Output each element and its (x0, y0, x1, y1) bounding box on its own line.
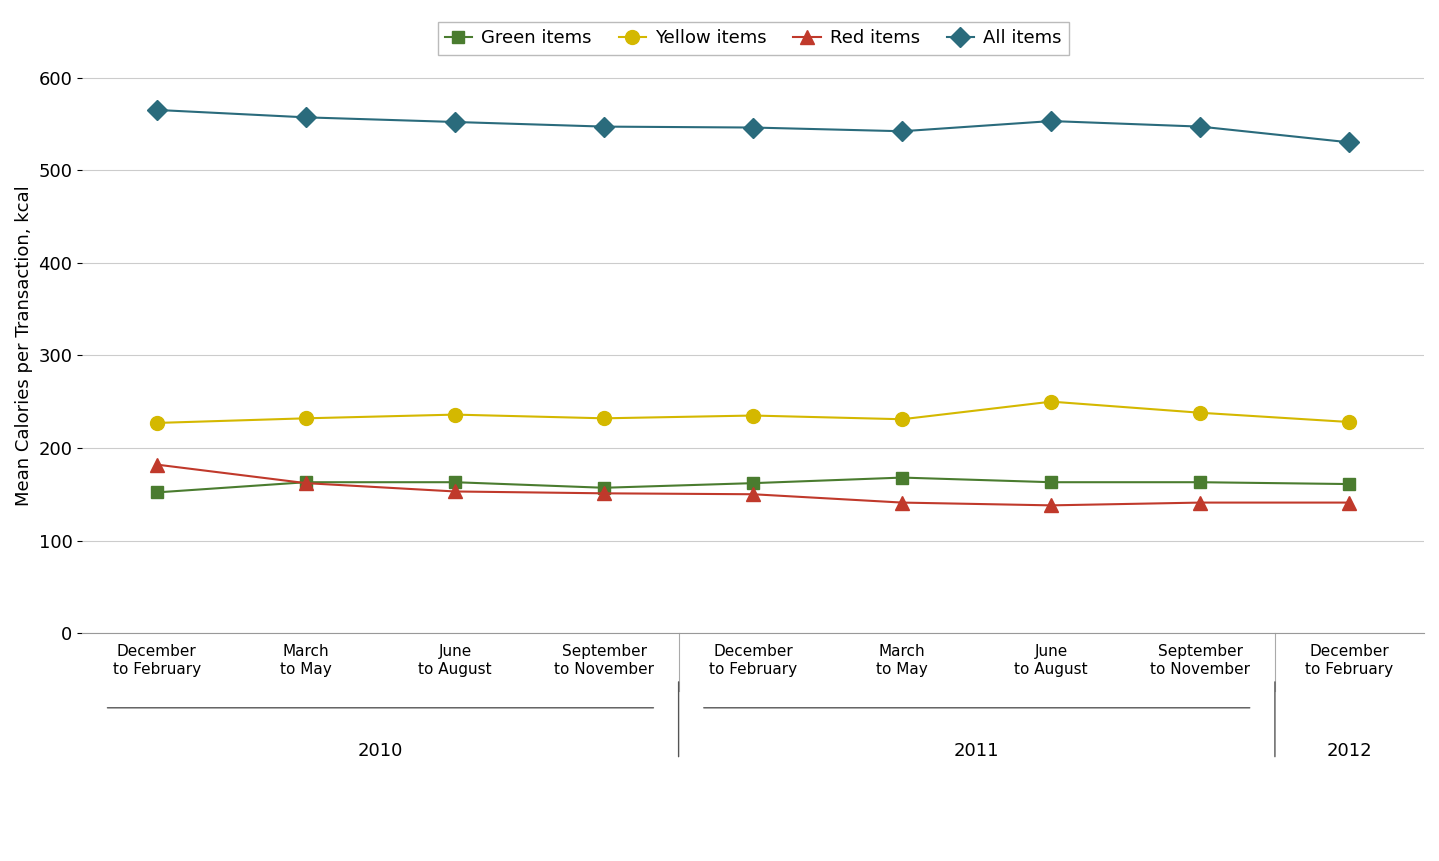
Y-axis label: Mean Calories per Transaction, kcal: Mean Calories per Transaction, kcal (14, 186, 33, 506)
Text: 2010: 2010 (358, 742, 403, 760)
Text: 2012: 2012 (1327, 742, 1373, 760)
Text: 2011: 2011 (954, 742, 1000, 760)
Legend: Green items, Yellow items, Red items, All items: Green items, Yellow items, Red items, Al… (437, 22, 1069, 54)
